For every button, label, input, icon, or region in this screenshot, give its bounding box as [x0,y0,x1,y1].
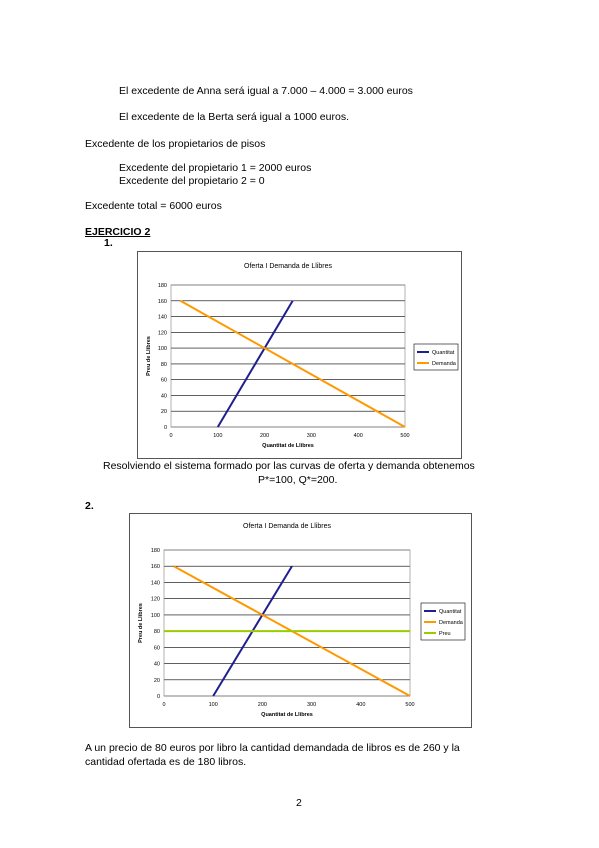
resolve-line-1: Resolviendo el sistema formado por las c… [103,460,475,472]
chart-1-svg: Oferta I Demanda de Llibres 0 20 40 60 80 100 1… [146,263,459,449]
y-tick-label: 100 [151,613,160,619]
series-line-demanda [179,299,406,428]
y-tick-label: 0 [164,425,167,431]
legend-label: Demanda [439,620,464,626]
legend-box [413,343,459,371]
owner2-surplus-line: Excedente del propietario 2 = 0 [119,175,265,187]
y-tick-label: 60 [161,378,167,384]
resolve-line-2: P*=100, Q*=200. [258,474,338,486]
chart-title: Oferta I Demanda de Llibres [243,523,331,530]
chart-1: Oferta I Demanda de Llibres 0 20 40 60 80 100 1… [137,251,462,459]
legend: Quantitat Demanda [413,343,459,371]
plot-area [170,284,406,428]
x-axis-label: Quantitat de Llibres [261,712,313,718]
y-tick-label: 120 [158,330,167,336]
x-tick-label: 300 [307,702,316,708]
legend-label: Preu [439,631,451,637]
x-axis-label: Quantitat de Llibres [262,443,314,449]
y-tick-label: 180 [151,548,160,554]
chart-2: Oferta I Demanda de Llibres 0 20 40 60 80 100 1… [129,513,472,728]
x-tick-label: 0 [162,702,165,708]
y-tick-label: 100 [158,346,167,352]
item-2-label: 2. [85,500,94,512]
series-line-quantitat [216,300,294,428]
y-tick-label: 0 [157,694,160,700]
x-tick-label: 400 [354,433,363,439]
x-tick-label: 100 [213,433,222,439]
x-tick-label: 300 [307,433,316,439]
x-tick-label: 400 [356,702,365,708]
y-tick-label: 160 [151,564,160,570]
item-1-label: 1. [104,237,113,249]
anna-surplus-line: El excedente de Anna será igual a 7.000 … [119,85,413,97]
legend-label: Demanda [432,361,457,367]
x-tick-label: 0 [169,433,172,439]
owners-heading: Excedente de los propietarios de pisos [85,138,266,150]
y-tick-label: 160 [158,299,167,305]
y-tick-label: 40 [154,662,160,668]
x-tick-label: 100 [209,702,218,708]
legend-label: Quantitat [439,609,462,615]
y-tick-label: 140 [151,580,160,586]
legend-label: Quantitat [432,350,455,356]
chart-2-svg: Oferta I Demanda de Llibres 0 20 40 60 80 100 1… [138,523,466,718]
owner1-surplus-line: Excedente del propietario 1 = 2000 euros [119,162,312,174]
answer-line-2: cantidad ofertada es de 180 libros. [85,756,247,768]
y-tick-label: 20 [161,409,167,415]
page-number: 2 [296,797,302,809]
y-axis-label: Preu de Llibres [138,603,144,643]
y-axis-label: Preu de Llibres [146,336,152,376]
y-tick-label: 20 [154,678,160,684]
y-tick-label: 140 [158,315,167,321]
y-tick-label: 40 [161,393,167,399]
chart-title: Oferta I Demanda de Llibres [244,263,332,270]
y-tick-label: 180 [158,283,167,289]
x-tick-label: 500 [400,433,409,439]
y-tick-label: 80 [154,629,160,635]
berta-surplus-line: El excedente de la Berta será igual a 10… [119,111,349,123]
answer-line-1: A un precio de 80 euros por libro la can… [85,742,460,754]
y-tick-label: 60 [154,645,160,651]
x-tick-label: 200 [260,433,269,439]
x-tick-label: 500 [405,702,414,708]
total-surplus-line: Excedente total = 6000 euros [85,200,222,212]
legend: Quantitat Demanda Preu [420,602,466,641]
x-tick-label: 200 [258,702,267,708]
y-tick-label: 120 [151,597,160,603]
y-tick-label: 80 [161,362,167,368]
plot-area [163,549,411,697]
exercise-heading: EJERCICIO 2 [85,226,151,238]
